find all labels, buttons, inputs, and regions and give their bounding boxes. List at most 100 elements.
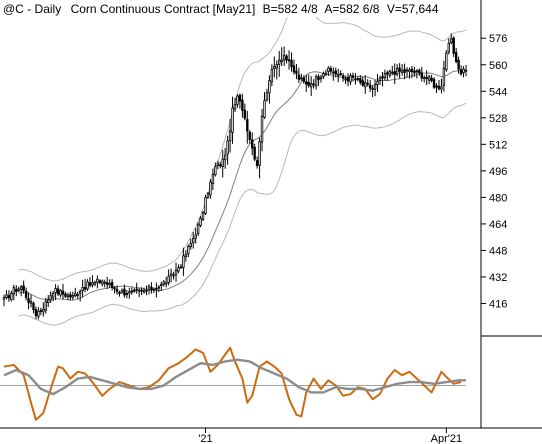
candle <box>309 76 313 97</box>
candle-body <box>219 164 222 167</box>
candle <box>192 232 195 249</box>
candle-body <box>206 192 210 198</box>
candle <box>459 65 463 76</box>
candle <box>442 60 446 92</box>
candle-body <box>344 78 347 81</box>
candle <box>432 77 436 90</box>
candle-body <box>157 286 161 289</box>
candle <box>177 264 180 274</box>
candle-body <box>44 300 47 311</box>
candle <box>66 292 70 300</box>
candle-body <box>147 285 151 291</box>
candle <box>263 92 266 119</box>
candle <box>440 78 443 94</box>
time-tick-label: '21 <box>198 433 212 444</box>
upper-band <box>18 1 467 282</box>
candle-body <box>106 282 109 285</box>
candle-body <box>12 287 16 295</box>
candle-body <box>366 82 369 85</box>
price-tick-label: 464 <box>489 219 507 231</box>
candle-body <box>251 139 254 149</box>
candle <box>157 284 161 292</box>
candle <box>241 93 244 118</box>
candle <box>413 66 416 77</box>
candle <box>405 67 409 78</box>
candle <box>292 59 296 75</box>
candle-body <box>349 75 352 83</box>
candle <box>32 301 35 314</box>
candle-body <box>356 78 360 80</box>
candle-body <box>278 59 281 65</box>
candle <box>223 148 227 169</box>
candle-body <box>189 243 192 248</box>
candle-body <box>34 309 38 316</box>
candle <box>368 79 372 92</box>
candle-body <box>413 70 416 74</box>
candle-body <box>47 299 50 303</box>
candle-body <box>373 84 377 90</box>
candle-body <box>432 78 436 88</box>
oscillator-panel <box>0 346 466 421</box>
candle <box>103 279 106 288</box>
candle <box>93 280 97 287</box>
candle <box>145 285 148 296</box>
candle <box>133 288 136 293</box>
candle <box>287 50 291 70</box>
candle-body <box>91 282 94 286</box>
candle <box>206 191 210 199</box>
candle <box>410 65 414 79</box>
candle <box>130 287 133 295</box>
candle <box>403 63 406 80</box>
candle-body <box>243 109 247 119</box>
candle <box>54 284 57 301</box>
candle <box>464 65 468 77</box>
candle <box>319 74 323 83</box>
candle <box>128 287 131 299</box>
candle <box>371 85 374 98</box>
candle-body <box>78 291 82 294</box>
candle-body <box>39 310 43 312</box>
candle <box>69 291 72 301</box>
candle-body <box>364 82 367 88</box>
candle-body <box>314 76 318 87</box>
candle <box>295 63 298 80</box>
candle <box>270 64 274 87</box>
candle-body <box>290 59 293 68</box>
candle-body <box>167 275 170 283</box>
candle <box>317 74 320 86</box>
header-background <box>0 0 452 17</box>
candle <box>388 69 392 78</box>
candle-body <box>71 295 75 298</box>
candle-body <box>447 42 450 53</box>
candle <box>246 110 249 144</box>
candle <box>152 287 156 294</box>
candle <box>59 289 62 298</box>
candle-body <box>120 290 124 293</box>
candle-body <box>22 285 25 291</box>
candle <box>5 290 8 300</box>
candle-body <box>216 162 219 167</box>
candle-body <box>135 288 138 291</box>
candle <box>199 216 202 228</box>
candle <box>83 278 87 293</box>
candle-body <box>42 309 45 313</box>
candle <box>209 179 212 199</box>
header-interval: Daily <box>35 2 62 16</box>
candle <box>167 269 170 286</box>
candle-body <box>260 115 264 143</box>
candle <box>437 79 441 91</box>
candle-body <box>128 291 131 294</box>
candle-body <box>214 166 217 176</box>
candle <box>211 168 215 191</box>
candle <box>381 71 384 87</box>
candle-body <box>423 77 426 80</box>
candle <box>447 38 450 55</box>
candle-body <box>273 66 276 70</box>
candle-body <box>76 294 79 297</box>
candle <box>307 74 310 88</box>
candle <box>349 73 352 86</box>
candle <box>135 282 138 294</box>
candle <box>327 66 330 76</box>
candle-body <box>238 94 242 102</box>
candle <box>457 56 460 74</box>
